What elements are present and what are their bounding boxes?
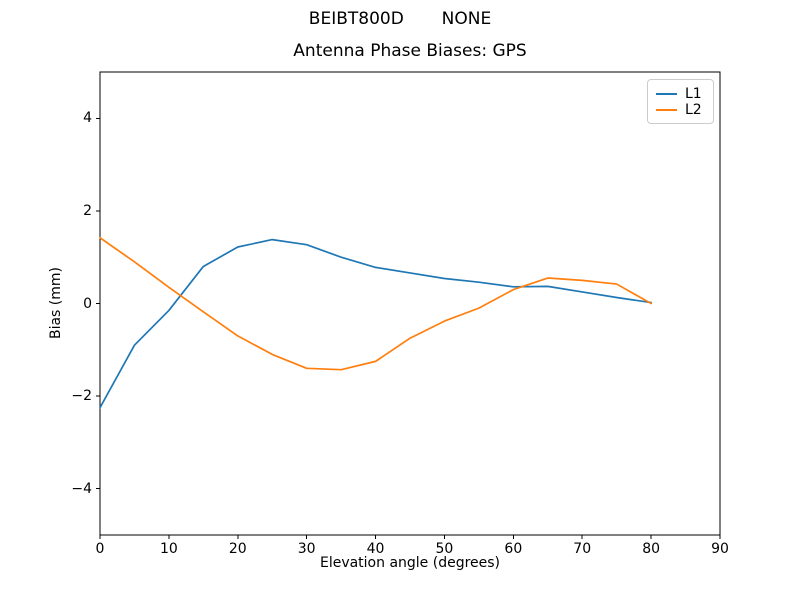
x-axis-label: Elevation angle (degrees) (319, 555, 501, 571)
legend-item-l1: L1 (656, 86, 706, 101)
x-tick-label-70: 70 (573, 541, 592, 557)
legend-line-sample-l2 (656, 108, 677, 111)
x-tick-label-20: 20 (228, 541, 247, 557)
x-tick-label-90: 90 (711, 541, 729, 557)
legend-item-l2: L2 (656, 102, 706, 117)
x-tick-label-10: 10 (159, 541, 178, 557)
figure-suptitle: BEIBT800D NONE (308, 9, 492, 29)
y-tick-label--2: −2 (71, 388, 92, 405)
legend-label-l1: L1 (685, 85, 702, 102)
series-line-l1 (99, 238, 652, 409)
x-tick-label-60: 60 (504, 541, 523, 557)
x-tick-label-50: 50 (435, 541, 454, 557)
y-tick-label-0: 0 (83, 295, 92, 312)
x-tick-label-0: 0 (95, 541, 105, 557)
legend: L1 L2 (647, 79, 714, 124)
x-tick-label-40: 40 (366, 541, 385, 557)
legend-line-sample-l1 (656, 92, 677, 95)
axes-title: Antenna Phase Biases: GPS (293, 41, 527, 61)
y-tick-label-4: 4 (83, 110, 92, 127)
series-line-l2 (99, 236, 652, 371)
y-tick-label-2: 2 (83, 202, 92, 219)
y-tick-label--4: −4 (71, 480, 92, 497)
legend-label-l2: L2 (685, 101, 702, 118)
x-tick-label-30: 30 (297, 541, 316, 557)
x-tick-label-80: 80 (642, 541, 661, 557)
